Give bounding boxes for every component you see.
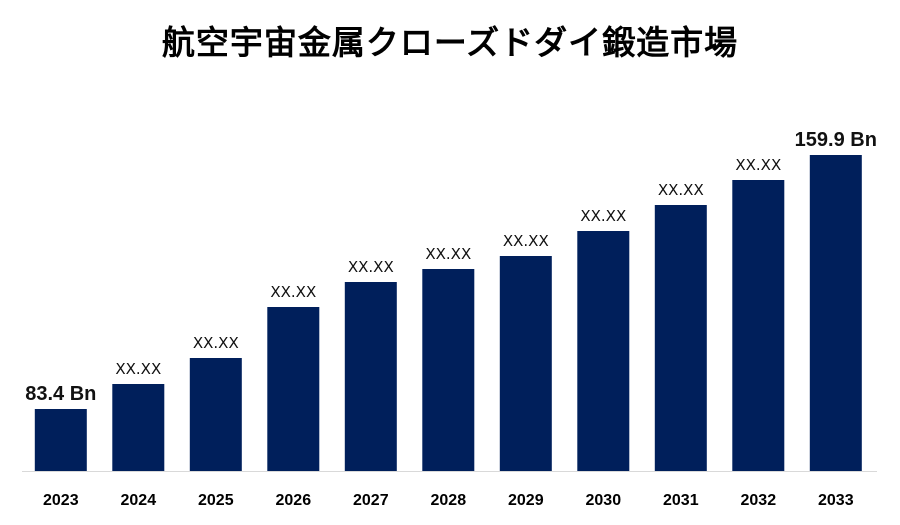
x-tick-label-2027: 2027 — [353, 492, 389, 509]
data-label-2030: XX.XX — [580, 207, 626, 225]
bar-2026 — [267, 307, 320, 471]
x-tick-label-2030: 2030 — [586, 492, 622, 509]
bar-2028 — [422, 269, 475, 471]
data-label-2026: XX.XX — [270, 283, 316, 301]
data-label-2024: XX.XX — [115, 360, 161, 378]
bar-2023 — [34, 409, 87, 471]
bar-2030 — [577, 231, 630, 471]
data-label-2025: XX.XX — [193, 334, 239, 352]
x-tick-label-2025: 2025 — [198, 492, 234, 509]
bar-2029 — [499, 256, 552, 471]
bar-2033 — [809, 155, 862, 471]
bar-2025 — [189, 358, 242, 471]
x-tick-label-2032: 2032 — [741, 492, 777, 509]
chart-title: 航空宇宙金属クローズドダイ鍛造市場 — [161, 23, 739, 62]
x-tick-label-2026: 2026 — [276, 492, 312, 509]
x-tick-label-2031: 2031 — [663, 492, 699, 509]
x-tick-label-2024: 2024 — [121, 492, 157, 509]
data-label-2028: XX.XX — [425, 245, 471, 263]
data-label-2023: 83.4 Bn — [25, 383, 96, 405]
bar-2027 — [344, 282, 397, 471]
data-label-2033: 159.9 Bn — [795, 129, 877, 151]
data-label-2032: XX.XX — [735, 156, 781, 174]
x-tick-label-2033: 2033 — [818, 492, 854, 509]
data-label-2027: XX.XX — [348, 258, 394, 276]
x-tick-label-2028: 2028 — [431, 492, 467, 509]
bar-2031 — [654, 205, 707, 471]
x-tick-label-2023: 2023 — [43, 492, 79, 509]
bar-2032 — [732, 180, 785, 471]
x-tick-label-2029: 2029 — [508, 492, 544, 509]
data-label-2031: XX.XX — [658, 181, 704, 199]
bar-2024 — [112, 384, 165, 471]
data-label-2029: XX.XX — [503, 232, 549, 250]
